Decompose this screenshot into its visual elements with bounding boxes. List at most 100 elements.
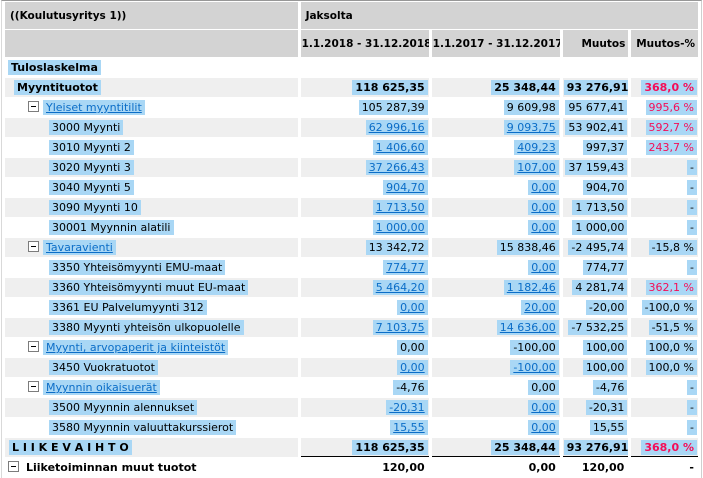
value-cell: 0,00 bbox=[432, 178, 560, 197]
value-cell: 100,0 % bbox=[631, 338, 698, 357]
label-column-header bbox=[5, 30, 298, 57]
row-label-link[interactable]: Yleiset myyntitilit bbox=[43, 100, 145, 115]
value-text: 100,00 bbox=[582, 340, 628, 355]
value-link[interactable]: 20,00 bbox=[521, 300, 559, 315]
value-text: 1 000,00 bbox=[572, 220, 628, 235]
row-label: 3000 Myynti bbox=[49, 120, 124, 135]
row-label: Myyntituotot bbox=[14, 80, 101, 95]
value-link[interactable]: -20,31 bbox=[386, 400, 428, 415]
report-header: ((Koulutusyritys 1)) Jaksolta 1.1.2018 -… bbox=[5, 2, 698, 57]
value-link[interactable]: 0,00 bbox=[528, 180, 559, 195]
value-link[interactable]: 0,00 bbox=[528, 260, 559, 275]
collapse-minus-icon[interactable] bbox=[28, 241, 39, 252]
value-link[interactable]: 0,00 bbox=[528, 400, 559, 415]
value-cell: 368,0 % bbox=[631, 78, 698, 97]
value-link[interactable]: 5 464,20 bbox=[372, 280, 428, 295]
row-label: 3040 Myynti 5 bbox=[49, 180, 134, 195]
value-link[interactable]: 7 103,75 bbox=[372, 320, 428, 335]
value-text: - bbox=[687, 200, 697, 215]
row-label-link[interactable]: Myynnin oikaisuerät bbox=[43, 380, 160, 395]
value-cell: 1 713,50 bbox=[300, 198, 429, 217]
value-text: 904,70 bbox=[582, 180, 628, 195]
value-link[interactable]: 1 406,60 bbox=[372, 140, 428, 155]
table-row: 3500 Myynnin alennukset -20,31 0,00 -20,31 - bbox=[5, 398, 698, 417]
value-link[interactable]: 62 996,16 bbox=[365, 120, 428, 135]
value-cell: 93 276,91 bbox=[562, 78, 629, 97]
value-cell: 15,55 bbox=[301, 418, 429, 437]
value-cell: 904,70 bbox=[301, 178, 429, 197]
table-row: 3020 Myynti 3 37 266,43 107,00 37 159,43 - bbox=[5, 158, 698, 177]
value-text: 25 348,44 bbox=[491, 80, 559, 95]
value-cell: 7 103,75 bbox=[300, 318, 429, 337]
value-cell: 0,00 bbox=[431, 198, 560, 217]
value-link[interactable]: 37 266,43 bbox=[365, 160, 428, 175]
value-link[interactable]: 14 636,00 bbox=[496, 320, 559, 335]
value-link[interactable]: 1 182,46 bbox=[503, 280, 559, 295]
value-cell: 118 625,35 bbox=[300, 78, 429, 97]
value-cell: 1 713,50 bbox=[562, 198, 629, 217]
value-cell: 9 093,75 bbox=[431, 118, 560, 137]
value-cell: 25 348,44 bbox=[431, 78, 560, 97]
value-text: 368,0 % bbox=[641, 439, 697, 455]
value-cell: -51,5 % bbox=[631, 318, 698, 337]
table-row: L I I K E V A I H T O 118 625,35 25 348,44… bbox=[5, 438, 698, 457]
row-label: L I I K E V A I H T O bbox=[9, 440, 132, 455]
collapse-minus-icon[interactable] bbox=[28, 381, 39, 392]
value-text: 120,00 bbox=[581, 461, 625, 474]
value-cell: 15,55 bbox=[563, 418, 629, 437]
value-cell: 0,00 bbox=[301, 298, 429, 317]
value-link[interactable]: 9 093,75 bbox=[503, 120, 559, 135]
value-cell: -100,0 % bbox=[631, 298, 698, 317]
row-label: 3010 Myynti 2 bbox=[49, 140, 134, 155]
value-link[interactable]: 15,55 bbox=[390, 420, 428, 435]
collapse-minus-icon[interactable] bbox=[8, 461, 19, 472]
value-cell: -20,31 bbox=[562, 398, 629, 417]
value-text: 118 625,35 bbox=[352, 439, 428, 455]
value-link[interactable]: 774,77 bbox=[383, 260, 428, 275]
row-label: 3350 Yhteisömyynti EMU-maat bbox=[49, 260, 226, 275]
collapse-minus-icon[interactable] bbox=[28, 101, 39, 112]
value-link[interactable]: 1 000,00 bbox=[372, 220, 428, 235]
row-label: 3360 Yhteisömyynti muut EU-maat bbox=[49, 280, 249, 295]
table-row: Myynti, arvopaperit ja kiinteistöt 0,00 -1… bbox=[5, 338, 698, 357]
value-link[interactable]: 0,00 bbox=[528, 200, 559, 215]
value-text: 0,00 bbox=[528, 461, 556, 474]
value-text: 592,7 % bbox=[645, 120, 697, 135]
column-header-period-previous: 1.1.2017 - 31.12.2017 bbox=[431, 30, 560, 57]
value-link[interactable]: -100,00 bbox=[510, 360, 559, 375]
value-link[interactable]: 409,23 bbox=[514, 140, 559, 155]
value-cell: -7 532,25 bbox=[562, 318, 629, 337]
value-cell: 0,00 bbox=[432, 458, 560, 477]
value-text: 774,77 bbox=[582, 260, 628, 275]
value-text: 100,00 bbox=[582, 360, 628, 375]
value-link[interactable]: 0,00 bbox=[528, 420, 559, 435]
value-cell: - bbox=[631, 458, 698, 477]
value-text: - bbox=[687, 380, 697, 395]
value-text: -51,5 % bbox=[648, 320, 697, 335]
value-text: -4,76 bbox=[393, 380, 428, 395]
value-link[interactable]: 0,00 bbox=[397, 300, 428, 315]
row-label-link[interactable]: Myynti, arvopaperit ja kiinteistöt bbox=[43, 340, 229, 355]
table-row: Liiketoiminnan muut tuotot 120,00 0,00 120,… bbox=[5, 458, 698, 477]
value-link[interactable]: 1 713,50 bbox=[372, 200, 428, 215]
value-cell: 53 902,41 bbox=[562, 118, 629, 137]
value-cell: 9 609,98 bbox=[432, 98, 560, 117]
value-cell: -4,76 bbox=[563, 378, 629, 397]
value-link[interactable]: 0,00 bbox=[397, 360, 428, 375]
value-link[interactable]: 0,00 bbox=[528, 220, 559, 235]
value-cell: 0,00 bbox=[432, 418, 560, 437]
row-label-link[interactable]: Tavaravienti bbox=[43, 240, 116, 255]
collapse-minus-icon[interactable] bbox=[28, 341, 39, 352]
value-cell: 409,23 bbox=[432, 138, 560, 157]
value-text: 93 276,91 bbox=[563, 80, 629, 95]
value-cell: - bbox=[631, 178, 698, 197]
value-cell: 62 996,16 bbox=[300, 118, 429, 137]
value-cell: -20,31 bbox=[300, 398, 429, 417]
value-link[interactable]: 107,00 bbox=[514, 160, 559, 175]
value-cell: 774,77 bbox=[301, 258, 429, 277]
value-cell: 0,00 bbox=[301, 338, 429, 357]
row-label: 3090 Myynti 10 bbox=[49, 200, 141, 215]
value-cell: 997,37 bbox=[563, 138, 629, 157]
value-cell: -100,00 bbox=[431, 358, 560, 377]
value-link[interactable]: 904,70 bbox=[383, 180, 428, 195]
